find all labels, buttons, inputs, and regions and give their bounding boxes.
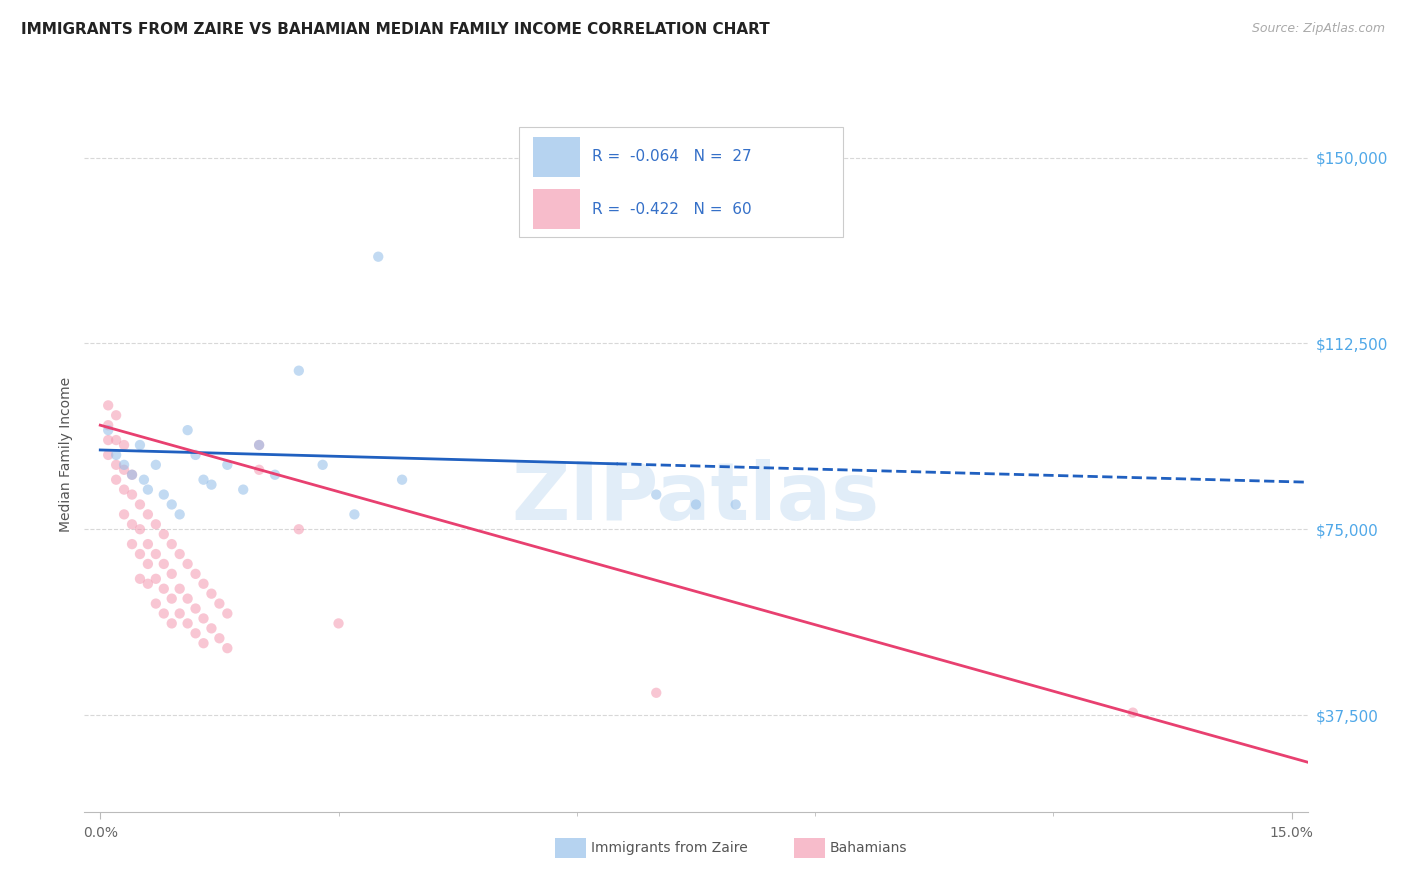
- Point: [152, 487, 174, 501]
- Point: [645, 487, 668, 501]
- Point: [184, 566, 207, 581]
- Point: [160, 591, 183, 606]
- Point: [105, 433, 128, 447]
- Point: [200, 477, 222, 491]
- Point: [112, 458, 135, 472]
- Point: [208, 632, 231, 646]
- Point: [176, 557, 198, 571]
- Point: [145, 597, 167, 611]
- Point: [217, 607, 239, 621]
- Point: [121, 467, 143, 482]
- Point: [343, 508, 366, 522]
- Point: [105, 473, 128, 487]
- Point: [184, 448, 207, 462]
- Point: [145, 517, 167, 532]
- Point: [264, 467, 287, 482]
- Point: [288, 364, 311, 378]
- Point: [121, 487, 143, 501]
- Point: [184, 601, 207, 615]
- Point: [136, 576, 159, 591]
- Point: [169, 607, 191, 621]
- Point: [176, 591, 198, 606]
- Point: [217, 458, 239, 472]
- Text: Bahamians: Bahamians: [830, 841, 907, 855]
- Point: [193, 576, 215, 591]
- Point: [129, 572, 152, 586]
- Bar: [533, 189, 579, 228]
- Point: [193, 636, 215, 650]
- Point: [328, 616, 350, 631]
- Text: R =  -0.422   N =  60: R = -0.422 N = 60: [592, 202, 752, 217]
- Point: [105, 458, 128, 472]
- Point: [169, 508, 191, 522]
- Point: [184, 626, 207, 640]
- Point: [208, 597, 231, 611]
- Point: [176, 423, 198, 437]
- Point: [193, 611, 215, 625]
- Point: [112, 483, 135, 497]
- Point: [129, 438, 152, 452]
- Point: [288, 522, 311, 536]
- Point: [1122, 706, 1144, 720]
- Point: [136, 557, 159, 571]
- Point: [132, 473, 155, 487]
- Point: [97, 398, 120, 412]
- Point: [145, 458, 167, 472]
- Point: [136, 508, 159, 522]
- Text: Immigrants from Zaire: Immigrants from Zaire: [591, 841, 747, 855]
- Point: [121, 537, 143, 551]
- Point: [97, 448, 120, 462]
- Point: [685, 498, 707, 512]
- Point: [160, 537, 183, 551]
- Point: [152, 582, 174, 596]
- Point: [112, 508, 135, 522]
- Text: IMMIGRANTS FROM ZAIRE VS BAHAMIAN MEDIAN FAMILY INCOME CORRELATION CHART: IMMIGRANTS FROM ZAIRE VS BAHAMIAN MEDIAN…: [21, 22, 770, 37]
- Point: [145, 572, 167, 586]
- Point: [217, 641, 239, 656]
- Point: [129, 498, 152, 512]
- Point: [724, 498, 747, 512]
- Point: [160, 566, 183, 581]
- Text: Source: ZipAtlas.com: Source: ZipAtlas.com: [1251, 22, 1385, 36]
- Point: [152, 527, 174, 541]
- Point: [105, 448, 128, 462]
- Point: [247, 438, 270, 452]
- Bar: [533, 137, 579, 177]
- Point: [200, 587, 222, 601]
- Point: [193, 473, 215, 487]
- Point: [367, 250, 389, 264]
- Point: [136, 537, 159, 551]
- Point: [200, 621, 222, 635]
- Point: [247, 438, 270, 452]
- Point: [105, 409, 128, 423]
- Point: [97, 433, 120, 447]
- Point: [169, 582, 191, 596]
- Y-axis label: Median Family Income: Median Family Income: [59, 377, 73, 533]
- Point: [121, 467, 143, 482]
- Point: [391, 473, 413, 487]
- Point: [176, 616, 198, 631]
- Point: [97, 418, 120, 433]
- Point: [232, 483, 254, 497]
- Point: [160, 616, 183, 631]
- Text: R =  -0.064   N =  27: R = -0.064 N = 27: [592, 150, 752, 164]
- Point: [121, 517, 143, 532]
- Point: [129, 547, 152, 561]
- Point: [129, 522, 152, 536]
- Point: [169, 547, 191, 561]
- Point: [152, 557, 174, 571]
- Point: [136, 483, 159, 497]
- Point: [145, 547, 167, 561]
- Point: [112, 463, 135, 477]
- Point: [152, 607, 174, 621]
- Point: [645, 686, 668, 700]
- Point: [160, 498, 183, 512]
- Point: [97, 423, 120, 437]
- Text: ZIPatlas: ZIPatlas: [512, 458, 880, 537]
- Point: [247, 463, 270, 477]
- Point: [311, 458, 333, 472]
- FancyBboxPatch shape: [519, 127, 842, 237]
- Point: [112, 438, 135, 452]
